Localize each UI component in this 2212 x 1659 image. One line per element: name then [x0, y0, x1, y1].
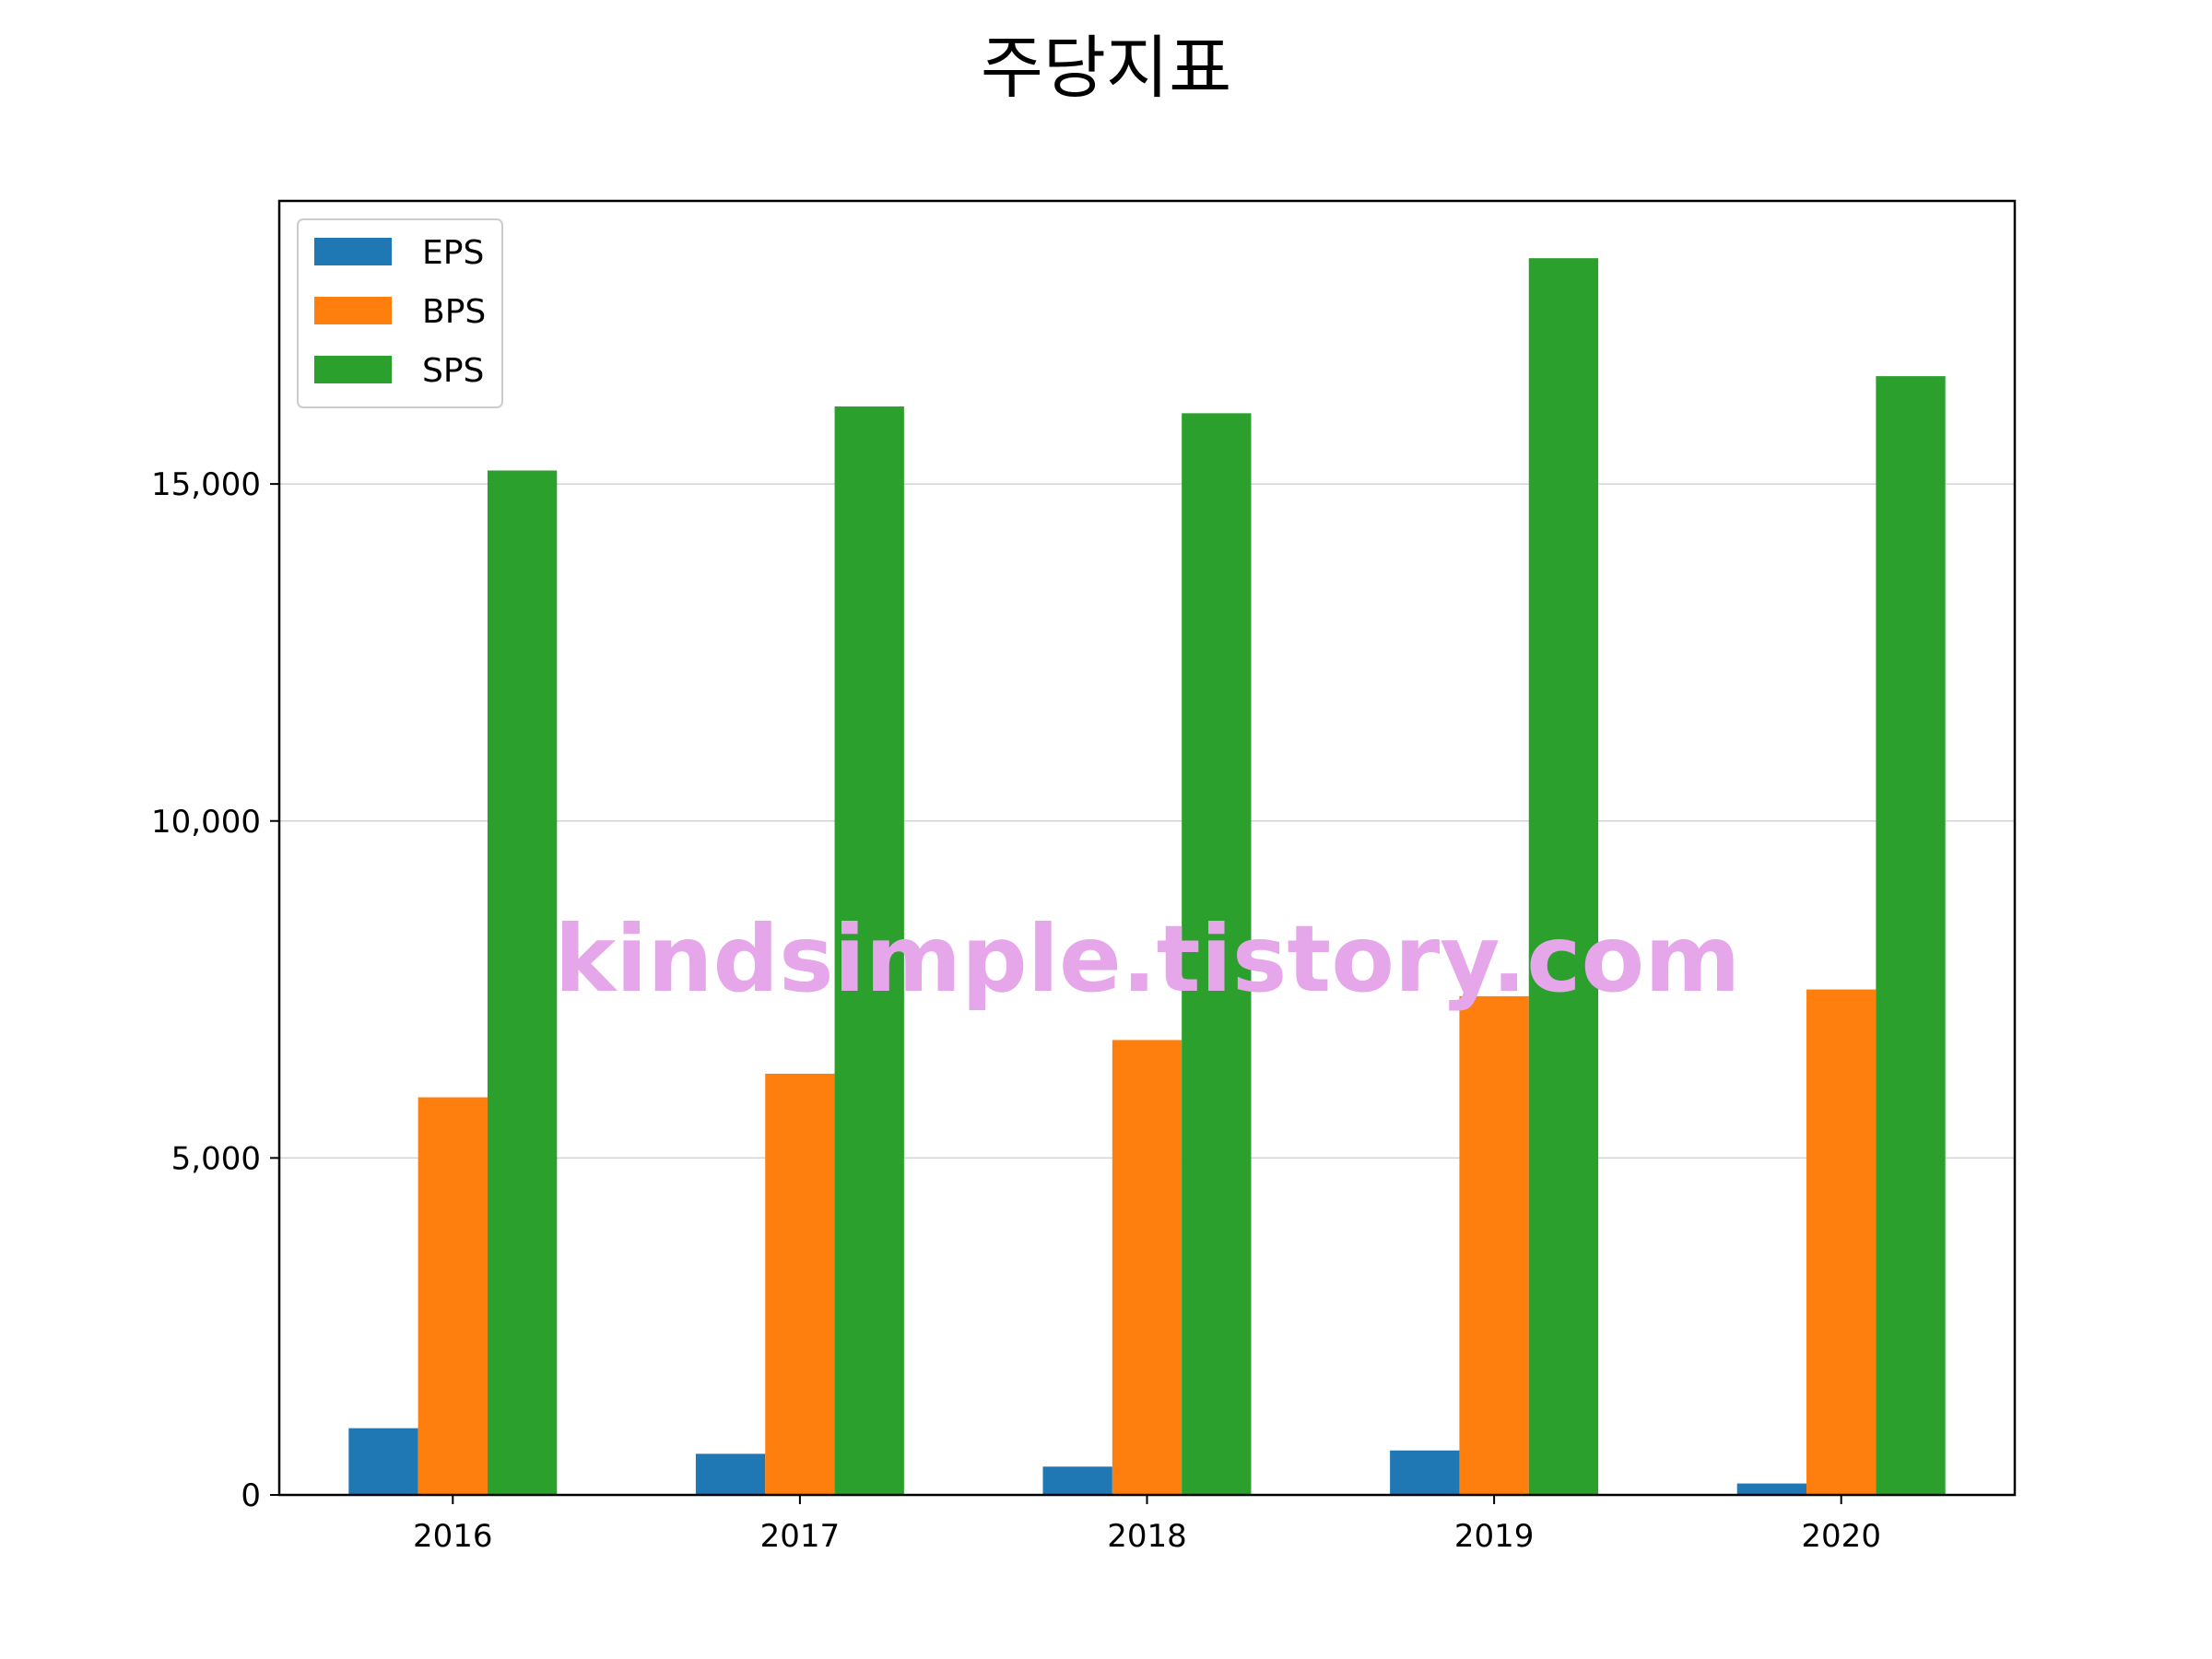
bar-eps-2016 — [348, 1428, 418, 1495]
y-tick-label: 0 — [241, 1477, 261, 1514]
bar-sps-2019 — [1528, 258, 1599, 1495]
bar-eps-2020 — [1736, 1483, 1807, 1495]
y-tick-label: 10,000 — [151, 804, 261, 841]
x-tick-label: 2017 — [760, 1518, 841, 1555]
legend-label-bps: BPS — [422, 293, 486, 331]
y-tick-label: 15,000 — [151, 466, 261, 503]
legend: EPS BPS SPS — [297, 218, 503, 408]
x-tick-label: 2020 — [1801, 1518, 1881, 1555]
x-tick-label: 2016 — [413, 1518, 493, 1555]
legend-label-sps: SPS — [422, 352, 484, 390]
bar-eps-2018 — [1042, 1466, 1112, 1495]
watermark-text: kindsimple.tistory.com — [555, 905, 1741, 1013]
legend-swatch-sps — [314, 356, 392, 383]
bar-sps-2020 — [1876, 376, 1946, 1495]
y-tick-label: 5,000 — [171, 1140, 261, 1177]
bar-bps-2020 — [1806, 989, 1877, 1495]
chart-title: 주당지표 — [980, 29, 1232, 108]
bar-bps-2017 — [765, 1073, 835, 1495]
bar-sps-2018 — [1182, 413, 1252, 1495]
bar-eps-2019 — [1390, 1450, 1460, 1495]
bar-eps-2017 — [695, 1453, 766, 1495]
bar-sps-2017 — [834, 406, 904, 1495]
bar-bps-2019 — [1459, 995, 1529, 1495]
legend-swatch-eps — [314, 238, 392, 265]
bar-sps-2016 — [487, 470, 558, 1495]
x-tick-label: 2019 — [1454, 1518, 1535, 1555]
legend-label-eps: EPS — [422, 234, 484, 272]
x-tick-label: 2018 — [1107, 1518, 1187, 1555]
bar-bps-2018 — [1112, 1040, 1182, 1495]
bar-bps-2016 — [418, 1097, 488, 1495]
legend-swatch-bps — [314, 297, 392, 324]
